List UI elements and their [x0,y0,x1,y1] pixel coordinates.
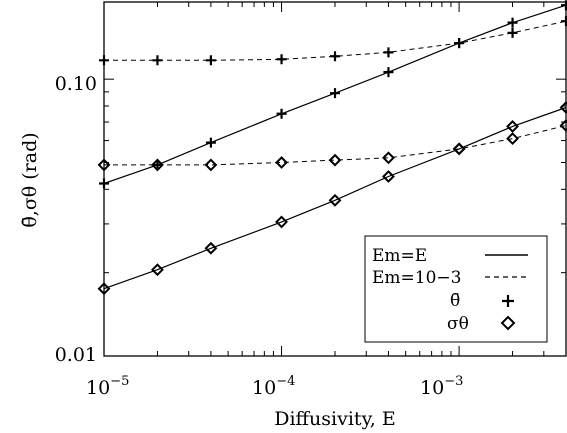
data-point-plus [507,27,518,38]
legend-label-em-e: Em=E [372,246,427,266]
data-point-diamond [204,158,218,172]
legend-plus-marker [502,295,514,307]
data-point-plus [205,55,216,66]
legend-box [364,235,548,343]
y-tick-label: 0.10 [55,73,97,95]
data-point-plus [454,38,465,49]
data-point-plus [507,17,518,28]
y-tick-label: 0.01 [55,344,97,366]
data-point-diamond [506,132,519,146]
data-point-diamond [328,153,342,167]
data-point-diamond [275,215,288,229]
y-axis-label: θ̄,σθ (rad) [19,132,41,227]
data-point-plus [330,51,340,62]
x-tick-label: 10−4 [252,374,295,399]
data-point-plus [383,67,394,78]
x-tick-label: 10−5 [86,374,129,399]
x-tick-label: 10−3 [420,374,463,399]
data-point-plus [152,55,163,66]
data-point-diamond [506,120,519,133]
y-tick-labels: 0.10 0.01 [55,73,97,366]
data-point-diamond [328,193,342,207]
data-point-diamond [151,158,164,172]
series-line-3 [103,106,567,290]
plot-frame [103,1,567,357]
series-line-4 [104,125,567,166]
data-point-diamond [204,241,218,255]
legend-label-sigma: σθ [447,314,469,334]
data-point-diamond [151,263,164,277]
legend-diamond-marker [500,315,516,331]
legend: Em=E Em=10−3 θ̄ σθ [364,235,548,343]
data-point-plus [330,88,340,99]
data-point-diamond [382,151,395,165]
series-layer [97,0,567,296]
data-point-diamond [275,156,288,169]
data-point-diamond [382,170,395,183]
x-axis-label: Diffusivity, E [274,408,395,430]
data-point-plus [205,137,216,148]
legend-label-mean: θ̄ [450,291,460,311]
x-tick-labels: 10−5 10−4 10−3 [86,374,463,399]
data-point-plus [276,54,287,65]
data-point-plus [276,108,287,119]
legend-label-em-const: Em=10−3 [372,268,461,288]
data-point-diamond [452,142,466,156]
data-point-plus [383,47,394,58]
